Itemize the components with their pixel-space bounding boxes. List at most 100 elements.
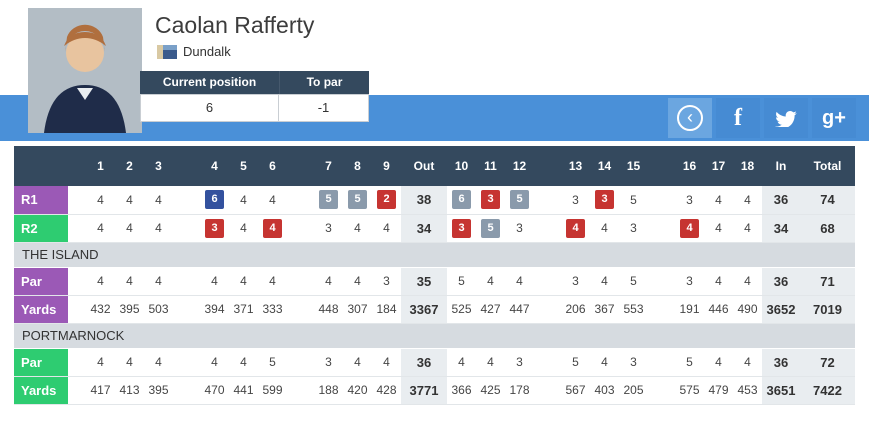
hole-cell: 599	[258, 376, 287, 405]
score-highlight: 2	[377, 190, 396, 210]
spacer	[287, 295, 314, 324]
hole-cell: 4	[115, 186, 144, 215]
hole-cell: 4	[144, 214, 173, 243]
club-flag-icon	[157, 44, 177, 59]
sum-cell: 72	[800, 348, 855, 377]
spacer	[173, 348, 200, 377]
hole-cell: 4	[343, 348, 372, 377]
spacer	[534, 214, 561, 243]
spacer	[287, 376, 314, 405]
gplus-button[interactable]: g+	[812, 98, 856, 138]
hole-cell: 525	[447, 295, 476, 324]
hole-cell: 394	[200, 295, 229, 324]
hole-cell: 5	[447, 267, 476, 296]
hole-cell: 575	[675, 376, 704, 405]
spacer	[648, 267, 675, 296]
hole-cell: 447	[505, 295, 534, 324]
spacer	[173, 267, 200, 296]
spacer	[68, 295, 86, 324]
hole-cell: 4	[314, 267, 343, 296]
hole-cell: 5	[561, 348, 590, 377]
back-arrow-icon: ‹	[677, 105, 703, 131]
hole-cell: 2	[372, 186, 401, 215]
hole-cell: 5	[314, 186, 343, 215]
score-highlight: 5	[481, 218, 500, 238]
spacer	[287, 186, 314, 215]
position-panel-values: 6 -1	[140, 94, 369, 122]
hole-header: 7	[325, 159, 332, 173]
hole-cell: 333	[258, 295, 287, 324]
hole-header: 16	[682, 159, 697, 173]
section-header: THE ISLAND	[14, 242, 855, 268]
hole-cell: 4	[200, 267, 229, 296]
hole-header: 4	[211, 159, 218, 173]
hole-cell: 4	[343, 267, 372, 296]
hole-header: 17	[711, 159, 726, 173]
score-highlight: 5	[319, 190, 338, 210]
hole-cell: 4	[704, 348, 733, 377]
hole-cell: 4	[733, 214, 762, 243]
hole-cell: 4	[372, 348, 401, 377]
hole-header: 18	[740, 159, 755, 173]
hole-header: 1	[97, 159, 104, 173]
hole-header: 14	[597, 159, 612, 173]
sum-cell: 38	[401, 186, 447, 215]
spacer	[648, 348, 675, 377]
gplus-icon: g+	[822, 106, 846, 129]
hole-header: 6	[269, 159, 276, 173]
hole-cell: 3	[372, 267, 401, 296]
hole-cell: 5	[476, 214, 505, 243]
back-button[interactable]: ‹	[668, 98, 712, 138]
hole-cell: 191	[675, 295, 704, 324]
spacer	[648, 214, 675, 243]
hole-cell: 470	[200, 376, 229, 405]
hole-cell: 432	[86, 295, 115, 324]
corner-cell	[14, 146, 68, 186]
hole-cell: 4	[229, 348, 258, 377]
hole-cell: 427	[476, 295, 505, 324]
facebook-button[interactable]: f	[716, 98, 760, 138]
hole-cell: 4	[86, 267, 115, 296]
spacer	[534, 186, 561, 215]
hole-cell: 4	[343, 214, 372, 243]
hole-cell: 4	[733, 267, 762, 296]
spacer	[173, 146, 200, 186]
player-photo-silhouette	[28, 8, 142, 133]
twitter-button[interactable]	[764, 98, 808, 138]
hole-cell: 5	[343, 186, 372, 215]
hole-cell: 366	[447, 376, 476, 405]
hole-cell: 4	[704, 267, 733, 296]
hole-cell: 5	[258, 348, 287, 377]
spacer	[534, 146, 561, 186]
score-highlight: 4	[680, 218, 699, 238]
sum-cell: 3652	[762, 295, 800, 324]
hole-cell: 503	[144, 295, 173, 324]
sum-cell: 3367	[401, 295, 447, 324]
sum-cell: 35	[401, 267, 447, 296]
score-highlight: 6	[452, 190, 471, 210]
hole-cell: 3	[619, 348, 648, 377]
hole-cell: 4	[200, 348, 229, 377]
hole-cell: 3	[314, 348, 343, 377]
hole-cell: 479	[704, 376, 733, 405]
hole-cell: 4	[561, 214, 590, 243]
hole-cell: 367	[590, 295, 619, 324]
hole-cell: 4	[476, 348, 505, 377]
spacer	[68, 146, 86, 186]
sum-cell: 7422	[800, 376, 855, 405]
hole-cell: 3	[505, 214, 534, 243]
hole-cell: 4	[86, 214, 115, 243]
hole-header: 5	[240, 159, 247, 173]
hole-cell: 4	[229, 267, 258, 296]
twitter-icon	[775, 111, 797, 127]
hole-cell: 4	[86, 186, 115, 215]
hole-cell: 403	[590, 376, 619, 405]
social-buttons: ‹ f g+	[668, 98, 856, 138]
sum-cell: 36	[401, 348, 447, 377]
hole-cell: 4	[144, 348, 173, 377]
score-highlight: 6	[205, 190, 224, 210]
hole-cell: 3	[675, 186, 704, 215]
club-name: Dundalk	[183, 44, 231, 59]
sum-header: In	[775, 159, 787, 173]
